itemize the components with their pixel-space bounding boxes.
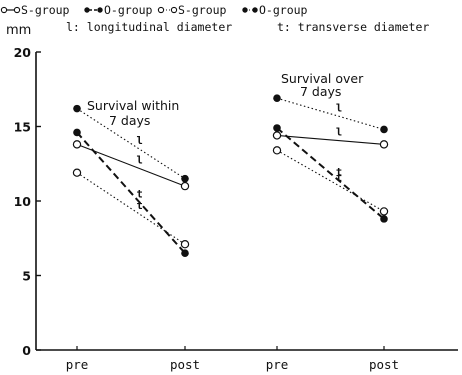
data-point-open: [379, 140, 389, 149]
data-point-filled: [273, 94, 281, 102]
axes: [35, 52, 458, 351]
data-point-open: [72, 168, 82, 177]
legend-item-s-group-solid: S-group: [0, 3, 70, 17]
series-diameter-label: l: [136, 155, 142, 167]
legend-label-s-group-dotted: S-group: [178, 3, 227, 17]
data-point-filled: [73, 104, 81, 113]
data-point-open: [180, 181, 190, 191]
series-line: [276, 97, 385, 131]
series-s-group-l-panel-1: l: [272, 127, 389, 149]
data-point-filled: [181, 249, 189, 257]
series-diameter-label: t: [336, 167, 342, 179]
series-o-group-t-panel-0: t: [73, 128, 189, 257]
data-point-filled: [380, 215, 388, 223]
x-tick-label: post: [170, 357, 200, 372]
panel-titles: Survival within 7 days Survival over 7 d…: [87, 71, 364, 128]
y-ticks: 0 5 10 15 20: [14, 45, 41, 358]
series-o-group-l-panel-1: l: [273, 94, 388, 134]
series-s-group-t-panel-1: t: [272, 146, 389, 216]
series-line: [76, 172, 186, 245]
legend-item-s-group-dotted: S-group: [157, 3, 227, 17]
data-point-open: [180, 240, 190, 249]
series-line: [276, 127, 385, 220]
legend-label-o-group-dashed: O-group: [104, 3, 153, 17]
x-tick-label: post: [369, 357, 399, 372]
x-tick-label: pre: [66, 357, 89, 372]
series-diameter-label: t: [336, 172, 342, 184]
panel-0-title-line2: 7 days: [109, 113, 150, 128]
legend-note-longitudinal: l: longitudinal diameter: [66, 20, 232, 34]
panel-1-title-line1: Survival over: [281, 71, 364, 86]
series-diameter-label: l: [336, 127, 342, 139]
data-point-open: [272, 146, 282, 155]
data-point-open: [379, 207, 389, 216]
legend: S-group O-group S-group O-group l: longi…: [0, 3, 429, 34]
data-point-filled: [181, 174, 189, 183]
series-diameter-label: l: [336, 102, 342, 114]
series-diameter-label: l: [136, 135, 142, 147]
series-o-group-t-panel-1: t: [273, 124, 388, 223]
y-axis-unit-label: mm: [6, 23, 31, 38]
panel-1-title-line2: 7 days: [300, 84, 341, 99]
data-point-filled: [73, 128, 81, 137]
x-tick-label: pre: [266, 357, 289, 372]
legend-label-o-group-dotted: O-group: [259, 3, 308, 17]
y-tick-label: 5: [22, 269, 31, 284]
series-diameter-label: t: [136, 188, 142, 200]
data-point-open: [72, 140, 82, 149]
legend-label-s-group-solid: S-group: [21, 3, 70, 17]
series-s-group-t-panel-0: t: [72, 168, 190, 249]
legend-item-o-group-dashed: O-group: [84, 3, 153, 17]
data-point-filled: [380, 125, 388, 134]
data-point-open: [272, 131, 282, 140]
legend-item-o-group-dotted: O-group: [242, 3, 308, 17]
data-point-filled: [273, 124, 281, 132]
series-line: [76, 108, 186, 180]
series-line: [276, 149, 385, 212]
x-ticks: pre post pre post: [66, 346, 399, 372]
legend-note-transverse: t: transverse diameter: [277, 20, 429, 34]
y-tick-label: 15: [14, 120, 31, 135]
y-tick-label: 10: [14, 194, 32, 209]
series-diameter-label: t: [136, 200, 142, 212]
panel-0-title-line1: Survival within: [87, 98, 179, 113]
series-line: [76, 131, 186, 254]
y-tick-label: 0: [22, 343, 31, 358]
y-tick-label: 20: [14, 45, 32, 60]
series-o-group-l-panel-0: l: [73, 104, 189, 183]
series-line: [276, 134, 385, 145]
